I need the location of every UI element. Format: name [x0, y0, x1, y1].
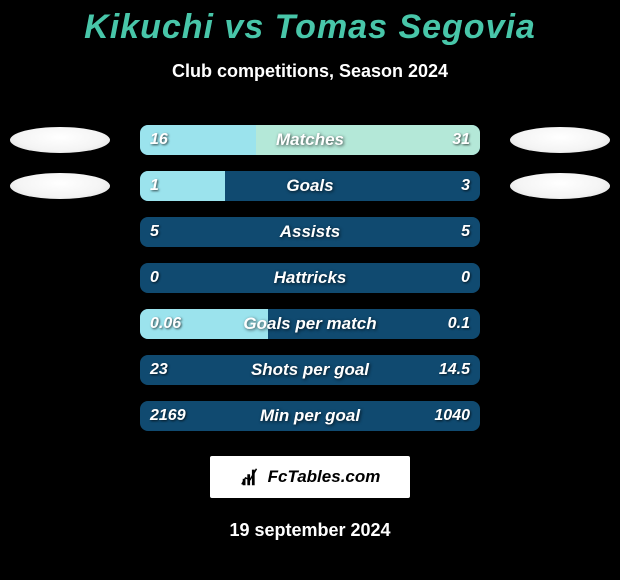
metric-row: 13Goals [0, 162, 620, 208]
value-right: 5 [461, 217, 470, 247]
date-label: 19 september 2024 [0, 520, 620, 541]
value-left: 0 [150, 263, 159, 293]
value-left: 23 [150, 355, 168, 385]
value-right: 1040 [434, 401, 470, 431]
value-right: 14.5 [439, 355, 470, 385]
metric-row: 5 5Assists [0, 208, 620, 254]
bar-track: 0.060.1Goals per match [140, 309, 480, 339]
page-title: Kikuchi vs Tomas Segovia [0, 0, 620, 47]
value-left: 5 [150, 217, 159, 247]
player-ellipse-left [10, 173, 110, 199]
comparison-chart: 1631Matches13Goals55Assists00Hattricks0.… [0, 82, 620, 438]
player-ellipse-left [10, 127, 110, 153]
logo-text: FcTables.com [268, 467, 381, 487]
bar-track: 2169 1040Min per goal [140, 401, 480, 431]
bar-track: 23 14.5Shots per goal [140, 355, 480, 385]
bar-right [256, 125, 480, 155]
logo-box: FcTables.com [210, 456, 410, 498]
bar-chart-icon [240, 466, 262, 488]
value-right: 0 [461, 263, 470, 293]
metric-row: 1631Matches [0, 116, 620, 162]
metric-label: Hattricks [140, 263, 480, 293]
value-left: 2169 [150, 401, 186, 431]
value-left: 1 [150, 171, 159, 201]
value-right: 31 [452, 125, 470, 155]
metric-row: 0.060.1Goals per match [0, 300, 620, 346]
metric-row: 0 0Hattricks [0, 254, 620, 300]
metric-label: Assists [140, 217, 480, 247]
bar-track: 13Goals [140, 171, 480, 201]
value-left: 0.06 [150, 309, 181, 339]
metric-label: Shots per goal [140, 355, 480, 385]
value-left: 16 [150, 125, 168, 155]
value-right: 0.1 [448, 309, 470, 339]
metric-label: Min per goal [140, 401, 480, 431]
value-right: 3 [461, 171, 470, 201]
subtitle: Club competitions, Season 2024 [0, 61, 620, 82]
metric-row: 23 14.5Shots per goal [0, 346, 620, 392]
bar-track: 5 5Assists [140, 217, 480, 247]
player-ellipse-right [510, 127, 610, 153]
bar-track: 1631Matches [140, 125, 480, 155]
metric-row: 2169 1040Min per goal [0, 392, 620, 438]
bar-track: 0 0Hattricks [140, 263, 480, 293]
player-ellipse-right [510, 173, 610, 199]
